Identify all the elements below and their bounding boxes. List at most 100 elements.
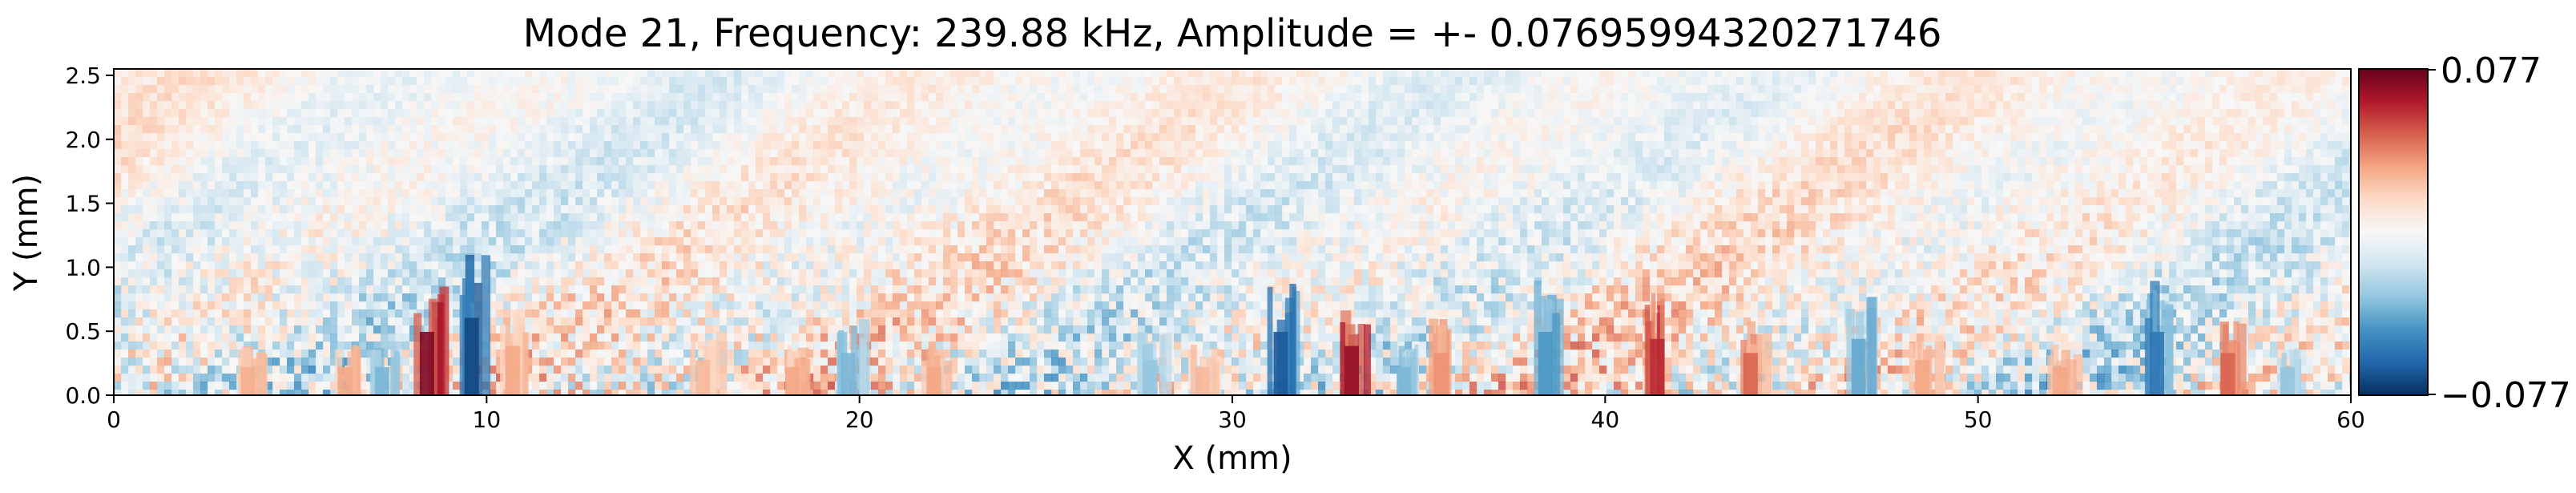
heatmap-cell <box>1282 101 1290 110</box>
heatmap-cell <box>2147 117 2155 126</box>
heatmap-cell <box>748 181 756 190</box>
heatmap-cell <box>143 77 151 86</box>
heatmap-cell <box>597 133 605 142</box>
heatmap-cell <box>842 69 850 78</box>
heatmap-cell <box>157 85 165 94</box>
heatmap-cell <box>1794 149 1802 158</box>
heatmap-cell <box>979 117 987 126</box>
heatmap-cell <box>2003 181 2011 190</box>
heatmap-cell <box>1030 69 1038 78</box>
heatmap-cell <box>2003 109 2011 118</box>
heatmap-cell <box>842 173 850 182</box>
heatmap-cell <box>474 117 482 126</box>
heatmap-cell <box>705 141 713 150</box>
heatmap-cell <box>323 181 331 190</box>
heatmap-cell <box>1686 109 1694 118</box>
heatmap-cell <box>734 93 742 102</box>
heatmap-cell <box>1347 77 1355 86</box>
heatmap-cell <box>2075 165 2083 174</box>
heatmap-cell <box>402 69 410 78</box>
heatmap-cell <box>280 125 288 134</box>
heatmap-cell <box>1621 69 1629 78</box>
heatmap-cell <box>1859 133 1867 142</box>
heatmap-cell <box>301 181 309 190</box>
heatmap-cell <box>164 141 172 150</box>
heatmap-cell <box>1707 141 1715 150</box>
heatmap-cell <box>640 157 648 166</box>
heatmap-cell <box>1232 157 1240 166</box>
heatmap-cell <box>1181 125 1189 134</box>
heatmap-cell <box>2104 165 2112 174</box>
heatmap-cell <box>359 181 367 190</box>
heatmap-cell <box>813 117 821 126</box>
heatmap-cell <box>1563 93 1571 102</box>
heatmap-cell <box>965 117 973 126</box>
heatmap-cell <box>1369 109 1377 118</box>
heatmap-cell <box>2292 69 2300 78</box>
heatmap-cell <box>1830 101 1838 110</box>
heatmap-cell <box>1239 77 1247 86</box>
heatmap-cell <box>1361 77 1369 86</box>
heatmap-cell <box>2046 101 2054 110</box>
heatmap-cell <box>1780 141 1788 150</box>
heatmap-cell <box>842 85 850 94</box>
heatmap-cell <box>1989 133 1997 142</box>
heatmap-cell <box>1527 77 1535 86</box>
heatmap-cell <box>871 181 879 190</box>
heatmap-cell <box>1484 173 1492 182</box>
heatmap-cell <box>1534 69 1542 78</box>
heatmap-cell <box>1030 101 1038 110</box>
heatmap-cell <box>2133 117 2141 126</box>
heatmap-cell <box>2140 141 2148 150</box>
heatmap-cell <box>1823 165 1831 174</box>
heatmap-cell <box>893 101 901 110</box>
heatmap-cell <box>965 181 973 190</box>
heatmap-cell <box>1361 189 1369 198</box>
heatmap-cell <box>1794 141 1802 150</box>
heatmap-cell <box>445 141 454 150</box>
heatmap-cell <box>1181 69 1189 78</box>
heatmap-cell <box>1715 133 1723 142</box>
heatmap-cell <box>1578 173 1586 182</box>
heatmap-cell <box>828 109 836 118</box>
heatmap-cell <box>467 93 475 102</box>
heatmap-cell <box>330 157 338 166</box>
heatmap-cell <box>1080 85 1088 94</box>
heatmap-cell <box>1801 173 1809 182</box>
heatmap-cell <box>171 125 179 134</box>
heatmap-cell <box>1268 165 1276 174</box>
heatmap-cell <box>388 85 396 94</box>
heatmap-cell <box>936 117 944 126</box>
heatmap-cell <box>1765 189 1773 198</box>
heatmap-cell <box>1873 117 1881 126</box>
heatmap-cell <box>1765 141 1773 150</box>
heatmap-cell <box>114 85 122 94</box>
heatmap-cell <box>1001 125 1009 134</box>
heatmap-cell <box>1556 109 1564 118</box>
heatmap-cell <box>1044 133 1052 142</box>
heatmap-cell <box>352 85 360 94</box>
heatmap-cell <box>316 109 324 118</box>
heatmap-cell <box>272 77 280 86</box>
heatmap-cell <box>482 181 490 190</box>
heatmap-cell <box>1643 157 1651 166</box>
heatmap-cell <box>2263 189 2271 198</box>
heatmap-cell <box>748 69 756 78</box>
heatmap-cell <box>1909 173 1917 182</box>
heatmap-cell <box>2061 181 2069 190</box>
heatmap-cell <box>893 157 901 166</box>
heatmap-cell <box>2018 141 2026 150</box>
heatmap-cell <box>921 149 929 158</box>
heatmap-cell <box>972 141 980 150</box>
heatmap-cell <box>2075 133 2083 142</box>
heatmap-cell <box>1405 117 1413 126</box>
heatmap-cell <box>561 93 569 102</box>
heatmap-cell <box>2227 173 2235 182</box>
heatmap-cell <box>1318 69 1326 78</box>
heatmap-cell <box>1570 101 1578 110</box>
heatmap-cell <box>287 141 295 150</box>
heatmap-cell <box>150 85 158 94</box>
heatmap-cell <box>1895 77 1903 86</box>
heatmap-cell <box>2018 173 2026 182</box>
heatmap-cell <box>301 189 309 198</box>
